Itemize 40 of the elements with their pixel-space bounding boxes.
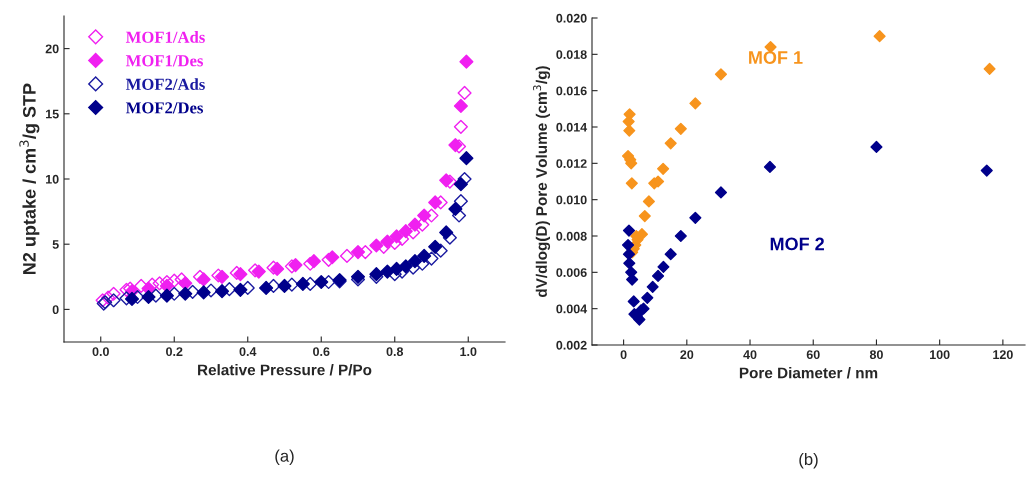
y-tick-label: 15: [46, 109, 59, 119]
y-tick-label: 0.002: [556, 340, 587, 350]
x-tick-label: 20: [680, 350, 694, 360]
x-tick-label: 80: [869, 350, 883, 360]
legend-label: MOF1/Ads: [125, 31, 205, 43]
text: (a): [275, 449, 294, 466]
y-tick-label: 0.014: [556, 122, 588, 132]
y-tick-label: 0.010: [556, 195, 587, 205]
x-tick-label: 1.0: [460, 347, 477, 357]
y-tick-label: 10: [46, 174, 59, 184]
text: MOF 2: [770, 237, 824, 251]
y-axis-title: dV/dlog(D) Pore Volume (cm$^{3}$/g): [533, 66, 551, 298]
legend-label: MOF2/Des: [125, 102, 204, 114]
x-tick-label: 0.4: [239, 347, 257, 357]
x-tick-label: 0.0: [92, 347, 109, 357]
x-tick-label: 0.2: [166, 347, 183, 357]
text: (b): [799, 452, 818, 469]
y-tick-label: 0.008: [556, 231, 587, 241]
x-tick-label: 0.8: [386, 347, 404, 357]
x-axis-title: Relative Pressure / P/Po: [198, 364, 372, 376]
y-tick-label: 0.012: [556, 159, 587, 168]
x-tick-label: 120: [993, 350, 1013, 360]
y-tick-label: 0.020: [556, 13, 587, 23]
y-axis-title: N2 uptake / cm$^{3}$/g STP: [19, 83, 40, 275]
x-axis-title: Pore Diameter / nm: [739, 367, 878, 379]
legend-label: MOF2/Ads: [125, 78, 205, 90]
x-tick-label: 0: [620, 350, 627, 360]
x-tick-label: 0.6: [313, 347, 330, 357]
y-tick-label: 0.018: [556, 50, 587, 59]
legend-label: MOF1/Des: [125, 55, 204, 67]
x-tick-label: 40: [743, 350, 757, 360]
x-tick-label: 60: [806, 350, 820, 360]
y-tick-label: 0.006: [556, 268, 587, 277]
y-tick-label: 0: [52, 305, 59, 315]
y-tick-label: 0.004: [556, 304, 588, 314]
y-tick-label: 20: [45, 44, 59, 54]
y-tick-label: 5: [52, 240, 59, 249]
y-tick-label: 0.016: [556, 86, 587, 96]
series-label: MOF 1: [749, 51, 803, 64]
x-tick-label: 100: [930, 350, 950, 360]
